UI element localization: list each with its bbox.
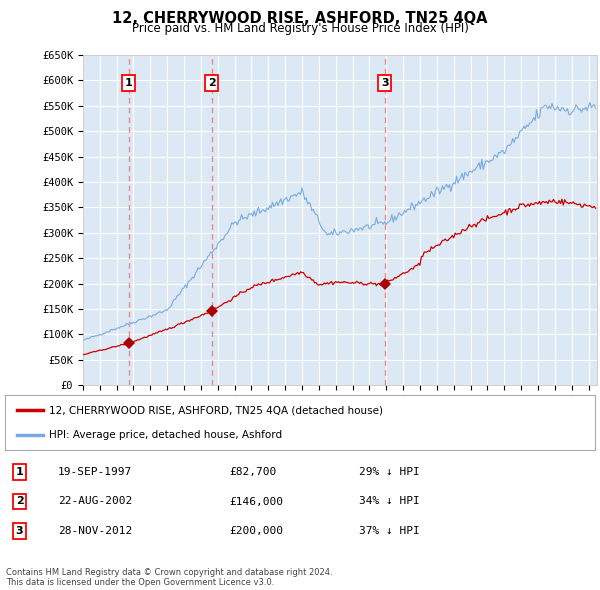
Text: 1: 1 xyxy=(125,78,133,88)
Text: 2: 2 xyxy=(16,497,23,506)
Text: Price paid vs. HM Land Registry's House Price Index (HPI): Price paid vs. HM Land Registry's House … xyxy=(131,22,469,35)
Text: £200,000: £200,000 xyxy=(229,526,283,536)
Text: 12, CHERRYWOOD RISE, ASHFORD, TN25 4QA (detached house): 12, CHERRYWOOD RISE, ASHFORD, TN25 4QA (… xyxy=(49,405,383,415)
Text: 2: 2 xyxy=(208,78,215,88)
Text: Contains HM Land Registry data © Crown copyright and database right 2024.
This d: Contains HM Land Registry data © Crown c… xyxy=(6,568,332,587)
Text: 3: 3 xyxy=(16,526,23,536)
Text: 3: 3 xyxy=(381,78,389,88)
Text: £82,700: £82,700 xyxy=(229,467,277,477)
Text: 1: 1 xyxy=(16,467,23,477)
Text: 22-AUG-2002: 22-AUG-2002 xyxy=(58,497,132,506)
Text: 12, CHERRYWOOD RISE, ASHFORD, TN25 4QA: 12, CHERRYWOOD RISE, ASHFORD, TN25 4QA xyxy=(112,11,488,25)
Text: 29% ↓ HPI: 29% ↓ HPI xyxy=(359,467,420,477)
Text: 34% ↓ HPI: 34% ↓ HPI xyxy=(359,497,420,506)
Text: HPI: Average price, detached house, Ashford: HPI: Average price, detached house, Ashf… xyxy=(49,430,282,440)
Text: 37% ↓ HPI: 37% ↓ HPI xyxy=(359,526,420,536)
Text: £146,000: £146,000 xyxy=(229,497,283,506)
Text: 28-NOV-2012: 28-NOV-2012 xyxy=(58,526,132,536)
Text: 19-SEP-1997: 19-SEP-1997 xyxy=(58,467,132,477)
